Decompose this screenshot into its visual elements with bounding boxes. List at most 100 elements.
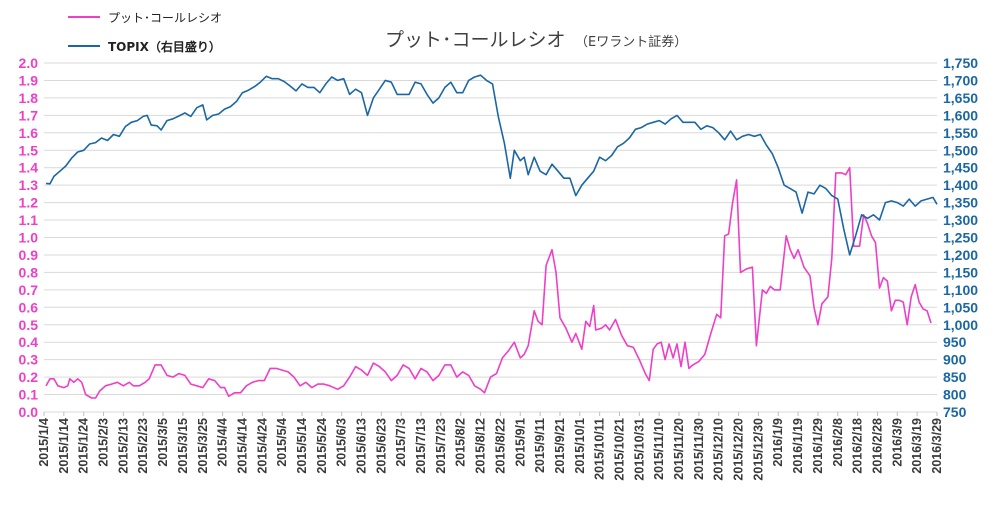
y-right-tick-label: 1,450 [943, 160, 978, 176]
x-tick-label: 2015/4/24 [255, 418, 269, 474]
y-left-tick-label: 1.9 [19, 72, 39, 88]
x-tick-label: 2015/6/23 [374, 418, 388, 474]
legend-label-pcr: プット･コールレシオ [108, 11, 222, 25]
y-left-tick-label: 2.0 [19, 55, 39, 71]
y-left-tick-label: 0.1 [19, 387, 39, 403]
y-right-tick-label: 900 [943, 352, 967, 368]
x-tick-label: 2015/1/14 [57, 418, 71, 474]
y-left-tick-label: 0.8 [19, 264, 39, 280]
y-left-tick-label: 1.7 [19, 107, 39, 123]
x-tick-label: 2015/12/30 [751, 418, 765, 481]
y-right-tick-label: 1,100 [943, 282, 978, 298]
y-left-tick-label: 0.7 [19, 282, 39, 298]
x-tick-label: 2015/8/12 [474, 418, 488, 474]
series-topix [45, 74, 938, 256]
chart-subtitle: （Eワラント証券） [575, 34, 687, 50]
x-tick-label: 2015/4/14 [235, 418, 249, 474]
x-tick-label: 2015/3/15 [176, 418, 190, 474]
y-right-tick-label: 1,400 [943, 177, 978, 193]
y-right-tick-label: 1,700 [943, 72, 978, 88]
y-left-tick-label: 0.2 [19, 369, 39, 385]
y-right-tick-label: 1,350 [943, 195, 978, 211]
x-tick-label: 2016/1/29 [811, 418, 825, 474]
y-left-tick-label: 1.0 [19, 230, 39, 246]
x-tick-label: 2016/2/18 [851, 418, 865, 474]
x-tick-label: 2016/2/8 [831, 418, 845, 467]
x-tick-label: 2015/1/24 [77, 418, 91, 474]
x-tick-label: 2015/2/13 [116, 418, 130, 474]
x-tick-label: 2016/3/29 [930, 418, 944, 474]
x-tick-label: 2015/7/13 [414, 418, 428, 474]
x-tick-label: 2015/9/1 [513, 418, 527, 467]
y-left-tick-label: 1.2 [19, 195, 39, 211]
y-right-tick-label: 1,300 [943, 212, 978, 228]
x-tick-label: 2015/12/20 [732, 418, 746, 481]
y-left-tick-label: 0.3 [19, 352, 39, 368]
x-tick-label: 2016/3/19 [910, 418, 924, 474]
x-axis: 2015/1/4 2015/1/14 2015/1/24 2015/2/3 2015/2… [37, 412, 944, 481]
x-tick-label: 2016/1/19 [791, 418, 805, 474]
y-left-tick-label: 1.5 [19, 142, 39, 158]
x-tick-label: 2015/8/2 [454, 418, 468, 467]
gridlines [44, 62, 937, 413]
x-tick-label: 2015/3/5 [156, 418, 170, 467]
x-tick-label: 2015/8/22 [493, 418, 507, 474]
y-right-tick-label: 1,600 [943, 107, 978, 123]
series-put-call-ratio [45, 166, 932, 399]
y-right-tick-label: 1,250 [943, 230, 978, 246]
y-right-tick-label: 1,500 [943, 142, 978, 158]
x-tick-label: 2015/12/10 [712, 418, 726, 481]
y-right-tick-label: 1,550 [943, 125, 978, 141]
x-tick-label: 2015/7/3 [394, 418, 408, 467]
y-right-tick-label: 1,650 [943, 90, 978, 106]
x-tick-label: 2015/9/11 [533, 418, 547, 473]
y-right-tick-label: 950 [943, 334, 967, 350]
y-right-tick-label: 1,000 [943, 317, 978, 333]
y-left-tick-label: 0.9 [19, 247, 39, 263]
x-tick-label: 2016/3/9 [890, 418, 904, 467]
legend: プット･コールレシオ TOPIX（右目盛り） [68, 11, 222, 54]
y-left-tick-label: 1.3 [19, 177, 39, 193]
y-right-tick-label: 1,050 [943, 299, 978, 315]
y-right-tick-label: 850 [943, 369, 967, 385]
y-left-tick-label: 1.1 [19, 212, 39, 228]
x-tick-label: 2015/6/3 [335, 418, 349, 467]
x-tick-label: 2015/7/23 [434, 418, 448, 474]
x-tick-label: 2015/11/10 [652, 418, 666, 480]
chart-title: プット･コールレシオ [385, 29, 566, 51]
x-tick-label: 2015/5/24 [315, 418, 329, 474]
x-tick-label: 2015/6/13 [355, 418, 369, 474]
x-tick-label: 2015/9/21 [553, 418, 567, 474]
y-left-tick-label: 0.6 [19, 299, 39, 315]
x-tick-label: 2015/5/4 [275, 418, 289, 467]
y-axis-left: 0.00.1 0.20.3 0.40.5 0.60.7 0.80.91.0 1.11.2 1… [19, 55, 39, 420]
y-right-tick-label: 1,750 [943, 55, 978, 71]
y-left-tick-label: 1.6 [19, 125, 39, 141]
y-left-tick-label: 1.4 [19, 160, 39, 176]
y-right-tick-label: 1,200 [943, 247, 978, 263]
y-left-tick-label: 0.5 [19, 317, 39, 333]
x-tick-label: 2015/5/14 [295, 418, 309, 474]
x-tick-label: 2015/2/3 [97, 418, 111, 467]
x-tick-label: 2015/1/4 [37, 418, 51, 467]
x-tick-label: 2016/2/28 [870, 418, 884, 474]
x-tick-label: 2015/2/23 [136, 418, 150, 474]
topix-line [45, 74, 938, 256]
x-tick-label: 2015/10/21 [612, 418, 626, 481]
x-tick-label: 2015/11/30 [692, 418, 706, 480]
x-tick-label: 2016/1/9 [771, 418, 785, 467]
legend-label-topix: TOPIX（右目盛り） [108, 39, 221, 54]
x-tick-label: 2015/10/31 [632, 418, 646, 481]
y-left-tick-label: 1.8 [19, 90, 39, 106]
y-right-tick-label: 750 [943, 404, 967, 420]
x-tick-label: 2015/10/11 [593, 418, 607, 480]
x-tick-label: 2015/4/4 [216, 418, 230, 467]
y-right-tick-label: 1,150 [943, 264, 978, 280]
put-call-ratio-line [45, 166, 932, 399]
x-tick-label: 2015/10/1 [573, 418, 587, 474]
x-tick-label: 2015/11/20 [672, 418, 686, 480]
y-left-tick-label: 0.4 [19, 334, 39, 350]
y-left-tick-label: 0.0 [19, 404, 39, 420]
